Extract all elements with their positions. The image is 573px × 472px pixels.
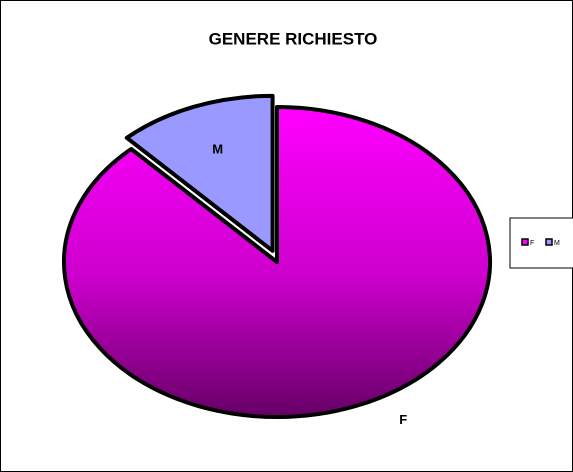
slice-label: M <box>212 141 223 156</box>
legend-label: F <box>530 240 534 247</box>
slice-label: F <box>399 412 407 427</box>
legend-swatch <box>521 238 529 246</box>
legend-box <box>509 217 573 269</box>
chart-title: GENERE RICHIESTO <box>209 29 378 48</box>
legend-swatch <box>545 238 553 246</box>
pie-slice <box>62 105 492 419</box>
pie-slice <box>124 93 275 253</box>
legend-label: M <box>554 240 560 247</box>
